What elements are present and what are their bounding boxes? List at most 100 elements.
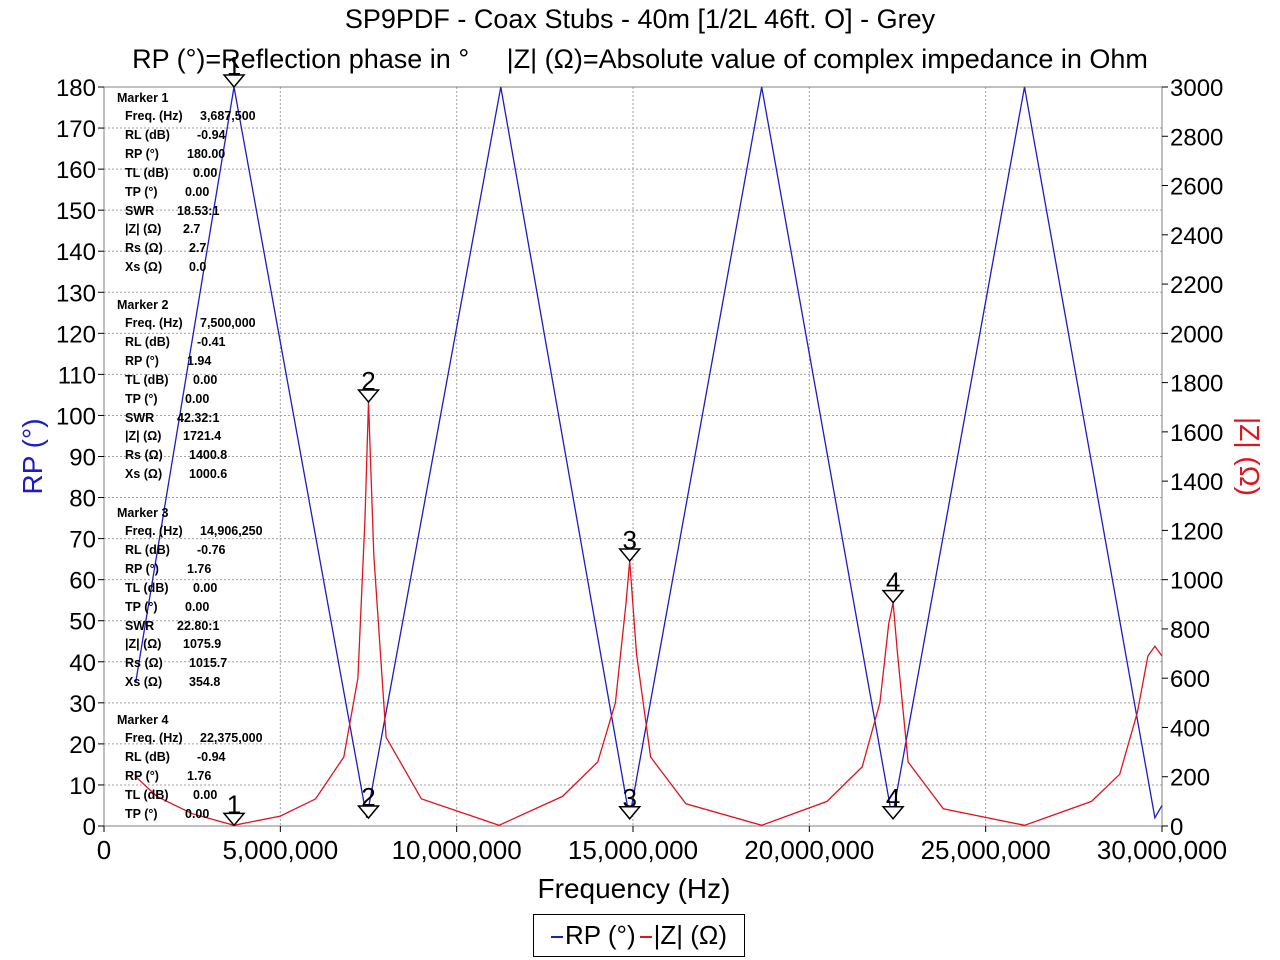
marker-info-value: 2.7	[189, 241, 207, 256]
marker-info-row: |Z| (Ω) 2.7	[125, 222, 200, 236]
marker-info-label: TP (°)	[125, 599, 158, 614]
marker-3-rp-label: 3	[622, 783, 636, 813]
marker-info-row: Rs (Ω) 1015.7	[125, 656, 227, 670]
y-right-tick-label: 2200	[1170, 272, 1223, 299]
marker-4-rp-label: 4	[886, 783, 900, 813]
y-left-tick-label: 180	[56, 75, 96, 102]
y-right-tick-label: 1200	[1170, 518, 1223, 545]
marker-info-value: 1075.9	[183, 637, 222, 652]
chart-title: SP9PDF - Coax Stubs - 40m [1/2L 46ft. O]…	[344, 4, 936, 34]
marker-info-value: -0.41	[197, 334, 226, 349]
marker-info-title: Marker 2	[117, 298, 169, 312]
y-right-tick-label: 2800	[1170, 124, 1223, 151]
y-left-tick-label: 20	[69, 732, 96, 759]
marker-info-title: Marker 4	[117, 713, 169, 727]
marker-info-row: Freq. (Hz) 3,687,500	[125, 109, 256, 123]
marker-info-value: 0.00	[193, 787, 218, 802]
marker-info-row: |Z| (Ω) 1075.9	[125, 637, 221, 651]
marker-info-row: RP (°) 1.76	[125, 562, 211, 576]
y-right-tick-label: 1800	[1170, 371, 1223, 398]
y-left-tick-label: 10	[69, 773, 96, 800]
y-left-axis-label: RP (°)	[17, 418, 48, 494]
y-left-tick-label: 100	[56, 403, 96, 430]
y-right-tick-label: 1400	[1170, 469, 1223, 496]
marker-info-row: TL (dB) 0.00	[125, 165, 217, 180]
marker-info-label: Freq. (Hz)	[125, 524, 183, 538]
y-left-tick-label: 140	[56, 239, 96, 266]
x-tick-label: 20,000,000	[744, 835, 874, 865]
marker-info-label: Xs (Ω)	[125, 260, 163, 275]
marker-info-value: 1000.6	[189, 467, 228, 482]
marker-info-label: TP (°)	[125, 184, 158, 199]
marker-info-value: -0.94	[197, 749, 226, 764]
marker-info-label: RP (°)	[125, 146, 159, 161]
marker-info-value: 7,500,000	[200, 316, 256, 330]
marker-info-value: 0.00	[185, 599, 210, 614]
marker-info-row: SWR 22.80:1	[125, 619, 219, 633]
marker-info-value: 1.76	[187, 768, 212, 783]
marker-info-value: -0.94	[197, 127, 226, 142]
grid	[104, 87, 1162, 826]
marker-4-z-triangle	[881, 589, 905, 604]
y-left-tick-label: 130	[56, 280, 96, 307]
marker-3-z-triangle	[618, 548, 642, 563]
marker-info-value: 14,906,250	[200, 524, 263, 538]
marker-4-rp-triangle	[881, 806, 905, 820]
marker-info-label: RL (dB)	[125, 749, 170, 764]
marker-info-label: RL (dB)	[125, 127, 170, 142]
y-right-tick-label: 600	[1170, 666, 1210, 693]
marker-info-value: 0.00	[193, 372, 218, 387]
marker-info-value: 1721.4	[183, 429, 222, 444]
marker-info-row: RL (dB) -0.94	[125, 749, 226, 764]
marker-info-row: TP (°) 0.00	[125, 184, 209, 199]
marker-1-z-label: 1	[227, 789, 241, 819]
y-left-tick-label: 90	[69, 445, 96, 472]
y-left-tick-label: 150	[56, 198, 96, 225]
marker-3-z-label: 3	[622, 525, 636, 555]
y-right-tick-label: 2400	[1170, 223, 1223, 250]
marker-1-rp-triangle	[222, 74, 246, 89]
y-left-tick-label: 120	[56, 321, 96, 348]
marker-info-label: Rs (Ω)	[125, 448, 163, 463]
marker-info-value: 22,375,000	[200, 731, 263, 745]
marker-info-label: Freq. (Hz)	[125, 731, 183, 745]
marker-info-label: Xs (Ω)	[125, 675, 163, 690]
marker-info-value: 0.00	[193, 165, 218, 180]
marker-info-row: RP (°) 1.76	[125, 768, 211, 783]
marker-info-label: RP (°)	[125, 353, 159, 368]
y-right-tick-label: 0	[1170, 814, 1183, 841]
marker-info-value: 2.7	[183, 222, 201, 237]
marker-info-label: RP (°)	[125, 768, 159, 783]
y-left-tick-label: 50	[69, 609, 96, 636]
x-tick-label: 25,000,000	[921, 835, 1051, 865]
marker-info-label: TP (°)	[125, 391, 158, 406]
marker-info-row: TP (°) 0.00	[125, 391, 209, 406]
y-right-tick-label: 2000	[1170, 321, 1223, 348]
marker-info-value: 42.32:1	[177, 410, 220, 425]
marker-info-row: Freq. (Hz) 14,906,250	[125, 524, 263, 538]
marker-info-row: TL (dB) 0.00	[125, 373, 217, 387]
y-left-tick-label: 170	[56, 116, 96, 143]
x-tick-label: 0	[97, 835, 111, 865]
marker-info-label: |Z| (Ω)	[125, 429, 162, 444]
marker-info-label: TL (dB)	[125, 165, 169, 180]
marker-info-row: Xs (Ω) 0.0	[125, 260, 206, 275]
marker-info-row: RL (dB) -0.41	[125, 335, 226, 349]
marker-info-row: TL (dB) 0.00	[125, 788, 217, 802]
marker-info-row: SWR 18.53:1	[125, 204, 219, 218]
marker-2-z-triangle	[356, 389, 381, 404]
marker-info-label: Freq. (Hz)	[125, 109, 183, 123]
marker-info-value: 354.8	[189, 675, 221, 690]
marker-info-row: TL (dB) 0.00	[125, 581, 217, 595]
marker-info-label: Xs (Ω)	[125, 467, 163, 482]
y-right-tick-label: 400	[1170, 715, 1210, 742]
marker-3-rp-triangle	[618, 806, 642, 820]
marker-2-rp-triangle	[356, 805, 381, 820]
marker-info-value: 0.0	[189, 260, 207, 275]
marker-info-value: 0.00	[185, 806, 210, 821]
legend-item-rp: RP (°)	[551, 920, 636, 951]
y-left-tick-label: 160	[56, 157, 96, 184]
y-right-tick-label: 1000	[1170, 568, 1223, 595]
marker-1-z-triangle	[222, 812, 246, 827]
marker-info-label: TP (°)	[125, 806, 158, 821]
